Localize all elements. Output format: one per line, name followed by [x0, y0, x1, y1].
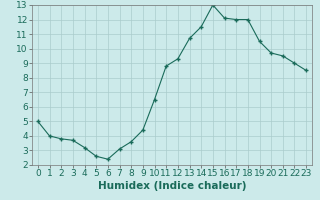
X-axis label: Humidex (Indice chaleur): Humidex (Indice chaleur) — [98, 181, 246, 191]
